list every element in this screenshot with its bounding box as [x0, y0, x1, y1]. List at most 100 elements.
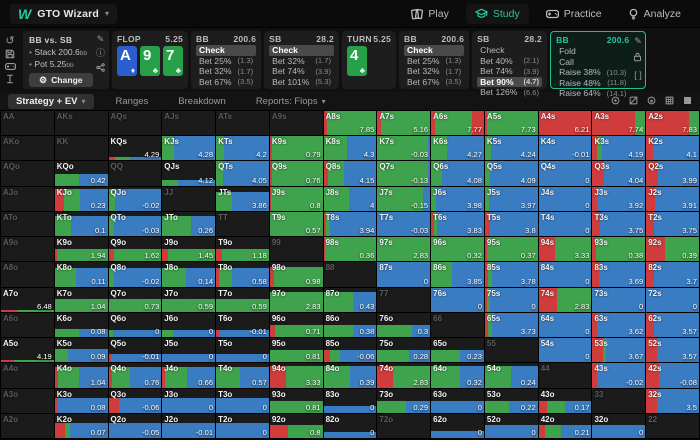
- hand-T8o[interactable]: T8o 0.58: [216, 262, 269, 287]
- hand-QQ[interactable]: QQ: [108, 161, 162, 186]
- hand-72o[interactable]: 72o: [377, 413, 431, 438]
- hand-T5o[interactable]: T5o 0: [216, 338, 269, 363]
- hand-J2o[interactable]: J2o -0.01: [162, 413, 216, 438]
- hand-T3o[interactable]: T3o 0: [216, 388, 269, 413]
- hand-64o[interactable]: 64o 0.32: [431, 363, 484, 388]
- hand-K6s[interactable]: K6s 4.27: [431, 136, 484, 161]
- hand-T9s[interactable]: T9s 0.57: [269, 211, 323, 237]
- hand-A3s[interactable]: A3s 7.74: [592, 111, 646, 136]
- hand-TT[interactable]: TT: [216, 211, 269, 237]
- hand-AKo[interactable]: AKo: [1, 136, 54, 161]
- action-check[interactable]: Check: [404, 45, 465, 56]
- hand-65o[interactable]: 65o 0.23: [431, 338, 484, 363]
- lock-icon[interactable]: [633, 52, 642, 64]
- hand-Q8o[interactable]: Q8o -0.02: [108, 262, 162, 287]
- action-bet-67[interactable]: Bet 67% (3.5): [196, 77, 256, 88]
- hand-97s[interactable]: 97s 2.83: [377, 237, 431, 262]
- hand-T6s[interactable]: T6s 3.83: [431, 211, 484, 237]
- hand-85s[interactable]: 85s 3.78: [484, 262, 538, 287]
- hand-K8s[interactable]: K8s 4.3: [323, 136, 377, 161]
- hand-A2o[interactable]: A2o: [1, 413, 54, 438]
- hand-K4s[interactable]: K4s -0.01: [538, 136, 592, 161]
- hand-KK[interactable]: KK: [54, 136, 108, 161]
- hand-J4o[interactable]: J4o 0.66: [162, 363, 216, 388]
- hand-J7s[interactable]: J7s -0.15: [377, 186, 431, 211]
- edit-pencil-icon[interactable]: ✎: [96, 34, 105, 44]
- hand-KQs[interactable]: KQs 4.29: [108, 136, 162, 161]
- hand-96o[interactable]: 96o 0.71: [269, 312, 323, 338]
- hand-87s[interactable]: 87s 0: [377, 262, 431, 287]
- hand-86s[interactable]: 86s 3.85: [431, 262, 484, 287]
- action-raise-48[interactable]: Raise 48% (11.8): [556, 78, 629, 89]
- hand-T4o[interactable]: T4o 0.57: [216, 363, 269, 388]
- hand-42s[interactable]: 42s -0.08: [646, 363, 699, 388]
- hand-84o[interactable]: 84o 0.39: [323, 363, 377, 388]
- action-bet-32[interactable]: Bet 32% (1.7): [196, 66, 256, 77]
- action-check[interactable]: Check: [269, 45, 335, 56]
- hand-A7s[interactable]: A7s 5.16: [377, 111, 431, 136]
- hand-82s[interactable]: 82s 3.7: [646, 262, 699, 287]
- hand-T8s[interactable]: T8s 3.94: [323, 211, 377, 237]
- hand-63s[interactable]: 63s 3.62: [592, 312, 646, 338]
- hand-66[interactable]: 66: [431, 312, 484, 338]
- hand-73s[interactable]: 73s 0: [592, 287, 646, 312]
- hand-A2s[interactable]: A2s 7.83: [646, 111, 699, 136]
- hand-43o[interactable]: 43o 0.17: [538, 388, 592, 413]
- hand-94o[interactable]: 94o 3.33: [269, 363, 323, 388]
- hand-A7o[interactable]: A7o 6.48: [1, 287, 54, 312]
- hand-94s[interactable]: 94s 3.33: [538, 237, 592, 262]
- hand-32o[interactable]: 32o 0: [592, 413, 646, 438]
- hand-95o[interactable]: 95o 0.81: [269, 338, 323, 363]
- hand-65s[interactable]: 65s 3.73: [484, 312, 538, 338]
- hand-K7s[interactable]: K7s -0.03: [377, 136, 431, 161]
- hand-K4o[interactable]: K4o 1.04: [54, 363, 108, 388]
- hand-73o[interactable]: 73o 0.29: [377, 388, 431, 413]
- hand-J6s[interactable]: J6s 3.98: [431, 186, 484, 211]
- hand-33[interactable]: 33: [592, 388, 646, 413]
- hand-87o[interactable]: 87o 0.43: [323, 287, 377, 312]
- hand-T6o[interactable]: T6o -0.01: [216, 312, 269, 338]
- tab-breakdown[interactable]: Breakdown: [170, 94, 234, 109]
- hand-Q4s[interactable]: Q4s 0: [538, 161, 592, 186]
- hand-Q8s[interactable]: Q8s 4.15: [323, 161, 377, 186]
- hand-J5s[interactable]: J5s 3.97: [484, 186, 538, 211]
- hand-85o[interactable]: 85o -0.06: [323, 338, 377, 363]
- hand-T9o[interactable]: T9o 1.18: [216, 237, 269, 262]
- hand-76o[interactable]: 76o 0.3: [377, 312, 431, 338]
- pin-icon[interactable]: [611, 92, 620, 110]
- hand-77[interactable]: 77: [377, 287, 431, 312]
- hand-A4s[interactable]: A4s 6.21: [538, 111, 592, 136]
- hand-A6s[interactable]: A6s 7.77: [431, 111, 484, 136]
- hand-83o[interactable]: 83o 0: [323, 388, 377, 413]
- hand-KTo[interactable]: KTo 0.1: [54, 211, 108, 237]
- action-bet-32[interactable]: Bet 32% (1.7): [269, 56, 334, 67]
- hand-96s[interactable]: 96s 0.32: [431, 237, 484, 262]
- save-icon[interactable]: [5, 48, 15, 60]
- nav-item-study[interactable]: Study: [465, 3, 529, 24]
- hand-83s[interactable]: 83s 3.69: [592, 262, 646, 287]
- brackets-icon[interactable]: [ ]: [634, 70, 642, 80]
- hand-Q3o[interactable]: Q3o -0.06: [108, 388, 162, 413]
- hand-AKs[interactable]: AKs: [54, 111, 108, 136]
- hand-54s[interactable]: 54s 0: [538, 338, 592, 363]
- nav-item-practice[interactable]: Practice: [537, 4, 611, 24]
- pencil-icon[interactable]: ✎: [634, 36, 642, 46]
- hand-J9o[interactable]: J9o 1.45: [162, 237, 216, 262]
- hand-Q7s[interactable]: Q7s -0.13: [377, 161, 431, 186]
- hand-64s[interactable]: 64s 0: [538, 312, 592, 338]
- gamepad-icon[interactable]: [4, 60, 16, 72]
- hand-K2s[interactable]: K2s 4.1: [646, 136, 699, 161]
- hand-Q4o[interactable]: Q4o 0.76: [108, 363, 162, 388]
- action-bet-74[interactable]: Bet 74% (3.9): [477, 66, 542, 77]
- hand-QTs[interactable]: QTs 4.05: [216, 161, 269, 186]
- hand-J6o[interactable]: J6o 0: [162, 312, 216, 338]
- share-icon[interactable]: [96, 63, 105, 74]
- tab-strategy-ev[interactable]: Strategy + EV ▾: [8, 93, 94, 109]
- square-view-icon[interactable]: [683, 92, 692, 110]
- tab-ranges[interactable]: Ranges: [108, 94, 157, 109]
- action-fold[interactable]: Fold: [556, 46, 629, 57]
- hand-QTo[interactable]: QTo -0.03: [108, 211, 162, 237]
- hand-T7s[interactable]: T7s -0.03: [377, 211, 431, 237]
- hand-44[interactable]: 44: [538, 363, 592, 388]
- hand-63o[interactable]: 63o 0: [431, 388, 484, 413]
